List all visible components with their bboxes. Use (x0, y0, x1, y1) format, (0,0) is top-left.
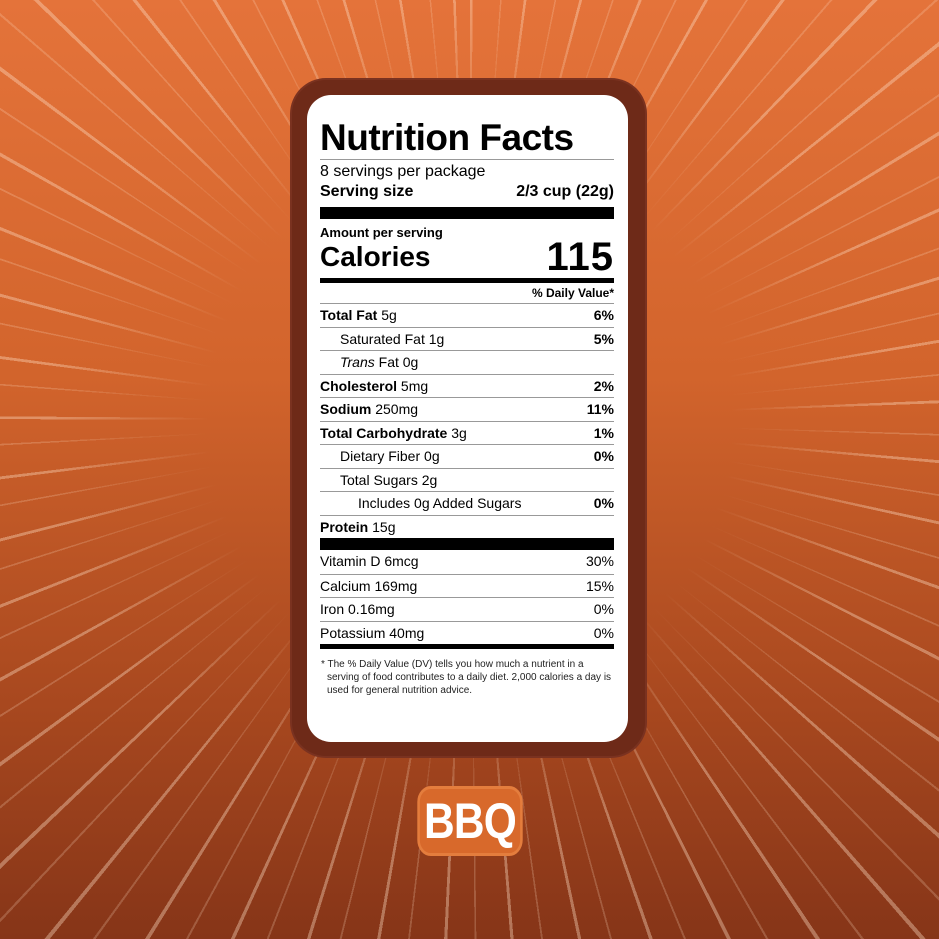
amount-per-serving: Amount per serving (320, 225, 443, 240)
vitamin-row-iron: Iron 0.16mg 0% (320, 597, 614, 621)
nutrient-row-dietary-fiber: Dietary Fiber 0g 0% (320, 444, 614, 468)
divider-thick (320, 538, 614, 550)
nutrient-row-saturated-fat: Saturated Fat 1g 5% (320, 326, 614, 351)
vitamin-row-calcium: Calcium 169mg 15% (320, 573, 614, 598)
vitamin-row-potassium: Potassium 40mg 0% (320, 620, 614, 645)
nutrient-row-sodium: Sodium 250mg 11% (320, 397, 614, 421)
nutrient-row-trans-fat: Trans Fat 0g (320, 350, 614, 374)
nutrient-row-protein: Protein 15g (320, 514, 614, 539)
nutrient-row-added-sugars: Includes 0g Added Sugars 0% (320, 491, 614, 515)
divider-medium (320, 278, 614, 283)
vitamin-row-vitamin-d: Vitamin D 6mcg 30% (320, 553, 614, 569)
serving-size: Serving size 2/3 cup (22g) (320, 183, 614, 200)
flavor-badge: BBQ (417, 786, 523, 856)
divider-thick (320, 207, 614, 219)
nutrient-row-total-fat: Total Fat 5g 6% (320, 303, 614, 327)
calories-value: 115 (546, 235, 614, 279)
nutrient-row-total-sugars: Total Sugars 2g (320, 467, 614, 492)
label-title: Nutrition Facts (320, 117, 574, 158)
footnote: * The % Daily Value (DV) tells you how m… (321, 659, 612, 696)
servings-per-package: 8 servings per package (320, 163, 486, 180)
nutrition-facts-label: Nutrition Facts 8 servings per package S… (320, 117, 614, 697)
nutrient-row-cholesterol: Cholesterol 5mg 2% (320, 373, 614, 398)
calories-row: Calories 115 (320, 235, 614, 279)
nutrient-row-total-carbohydrate: Total Carbohydrate 3g 1% (320, 420, 614, 445)
divider-medium (320, 644, 614, 649)
label-frame (292, 80, 645, 756)
daily-value-header: % Daily Value* (531, 286, 614, 300)
